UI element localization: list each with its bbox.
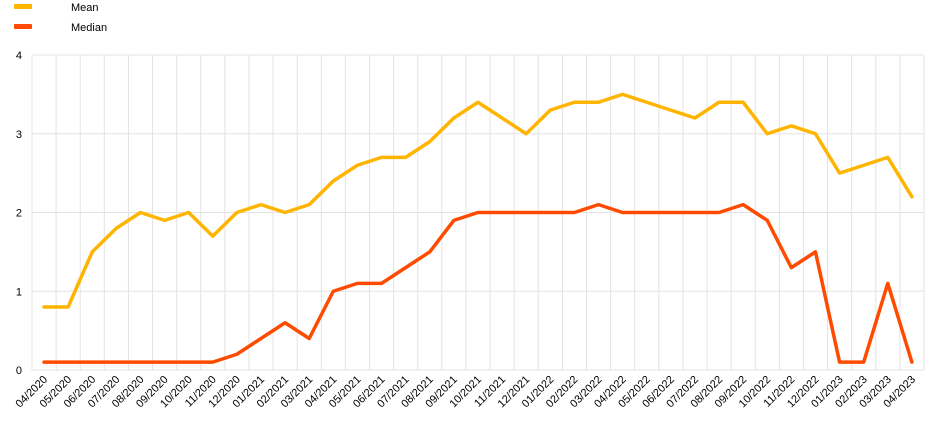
x-axis: 04/202005/202006/202007/202008/202009/20…: [14, 374, 918, 411]
legend-swatch-median: [14, 24, 32, 29]
y-tick-label: 3: [16, 129, 22, 141]
y-axis: 0 1 2 3 4: [16, 50, 22, 377]
legend-swatch-mean: [14, 4, 32, 9]
series-line-mean: [44, 94, 912, 307]
y-tick-label: 2: [16, 208, 22, 220]
series-mean: [44, 94, 912, 307]
y-tick-label: 1: [16, 286, 22, 298]
series-median: [44, 205, 912, 363]
series: [44, 94, 912, 362]
legend-item-mean: Mean: [14, 2, 99, 14]
legend: Mean Median: [14, 2, 107, 34]
y-tick-label: 4: [16, 50, 22, 62]
legend-label-median: Median: [71, 22, 107, 34]
series-line-median: [44, 205, 912, 363]
legend-label-mean: Mean: [71, 2, 99, 14]
legend-item-median: Median: [14, 22, 107, 34]
y-tick-label: 0: [16, 365, 22, 377]
